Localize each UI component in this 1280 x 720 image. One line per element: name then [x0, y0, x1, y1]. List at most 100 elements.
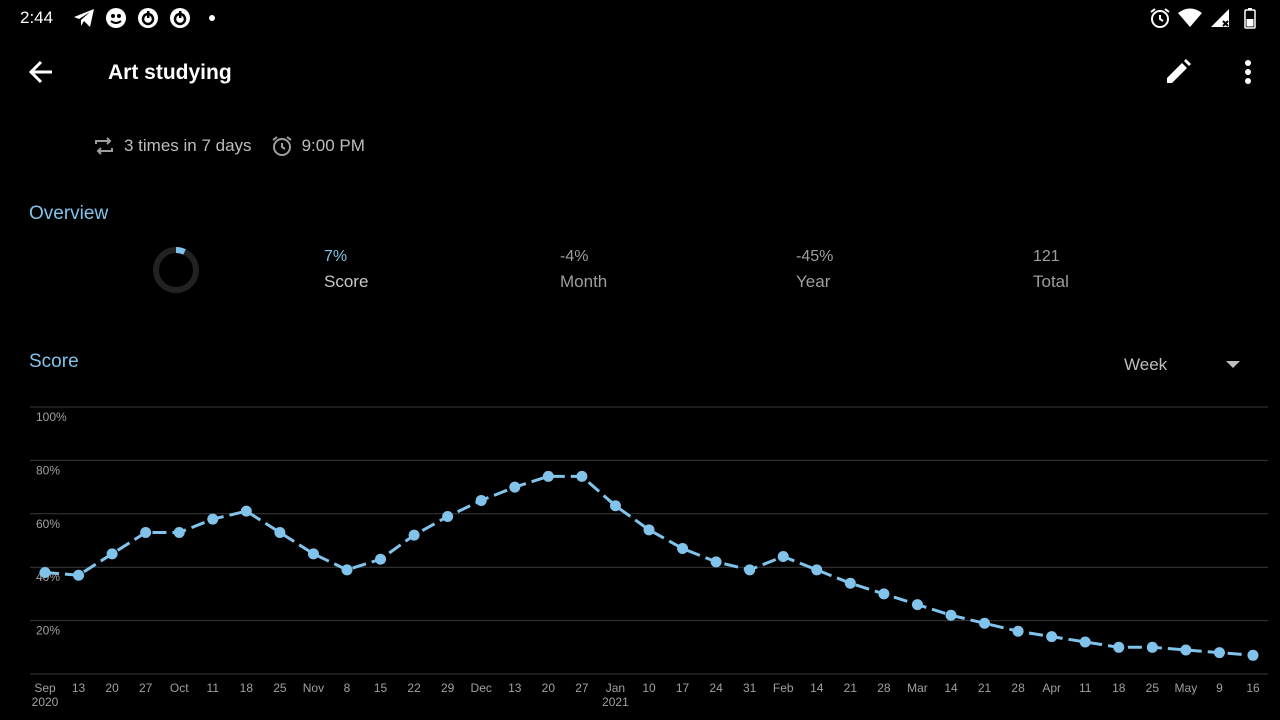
- score-heading: Score: [29, 351, 79, 372]
- x-tick-label: 15: [374, 681, 388, 695]
- x-tick-label: Mar: [907, 681, 928, 695]
- data-point: [744, 564, 756, 576]
- y-tick-label: 20%: [36, 624, 60, 638]
- x-tick-label: Sep: [34, 681, 56, 695]
- data-point: [1180, 644, 1192, 656]
- data-point: [609, 500, 621, 512]
- data-point: [341, 564, 353, 576]
- page-title: Art studying: [108, 61, 232, 84]
- stat-value: -4%: [560, 248, 589, 265]
- data-point: [542, 470, 554, 482]
- app-icon: [104, 7, 128, 29]
- pencil-icon: [1167, 59, 1191, 83]
- data-point: [844, 577, 856, 589]
- data-point: [274, 526, 286, 538]
- x-tick-label: 8: [344, 681, 351, 695]
- alarm-clock-icon: [270, 134, 294, 158]
- x-tick-label: 25: [1146, 681, 1160, 695]
- x-year-label: 2021: [602, 695, 629, 709]
- repeat-icon: [92, 134, 116, 158]
- stat-label: Month: [560, 272, 608, 291]
- data-point: [811, 564, 823, 576]
- x-tick-label: 25: [273, 681, 287, 695]
- data-point: [475, 494, 487, 506]
- score-ring-progress: [153, 247, 199, 293]
- dot-icon: [200, 7, 224, 29]
- data-point: [509, 481, 521, 493]
- data-point: [979, 617, 991, 629]
- stat-total: 121 Total: [1033, 248, 1069, 292]
- y-tick-label: 80%: [36, 463, 60, 477]
- data-point: [643, 524, 655, 536]
- data-point: [777, 551, 789, 563]
- ring-app-icon: [168, 7, 192, 29]
- data-point: [207, 513, 219, 525]
- data-point: [173, 526, 185, 538]
- stat-label: Year: [796, 272, 831, 291]
- data-point: [911, 599, 923, 611]
- x-tick-label: Apr: [1042, 681, 1061, 695]
- x-tick-label: 18: [1112, 681, 1126, 695]
- status-bar: 2:44: [0, 0, 1280, 36]
- alarm-icon: [1148, 7, 1172, 29]
- x-tick-label: 11: [207, 681, 220, 695]
- y-tick-label: 100%: [36, 410, 67, 424]
- data-point: [73, 569, 85, 581]
- data-point: [442, 510, 454, 522]
- stat-score: 7% Score: [324, 248, 368, 292]
- arrow-back-icon: [28, 60, 52, 84]
- x-tick-label: Dec: [471, 681, 492, 695]
- x-tick-label: 21: [844, 681, 858, 695]
- data-point: [106, 548, 118, 560]
- x-tick-label: 9: [1216, 681, 1223, 695]
- signal-icon: [1208, 7, 1232, 29]
- data-point: [710, 556, 722, 568]
- habit-info-row: 3 times in 7 days 9:00 PM: [92, 132, 383, 160]
- x-tick-label: 11: [1079, 681, 1092, 695]
- data-point: [945, 609, 957, 621]
- stat-year: -45% Year: [796, 248, 833, 292]
- stat-value: -45%: [796, 248, 834, 265]
- x-tick-label: 20: [542, 681, 556, 695]
- period-selected: Week: [1124, 355, 1168, 374]
- edit-button[interactable]: [1162, 56, 1194, 88]
- x-tick-label: 18: [240, 681, 254, 695]
- x-tick-label: 29: [441, 681, 455, 695]
- back-button[interactable]: [26, 56, 58, 88]
- frequency-text: 3 times in 7 days: [124, 136, 252, 155]
- status-time: 2:44: [20, 8, 54, 27]
- reminder-time: 9:00 PM: [301, 136, 365, 155]
- app-bar: Art studying: [0, 40, 1280, 104]
- x-tick-label: 17: [676, 681, 690, 695]
- data-point: [1012, 625, 1024, 637]
- data-point: [677, 543, 689, 555]
- data-point: [240, 505, 252, 517]
- x-tick-label: Oct: [170, 681, 189, 695]
- data-point: [1247, 649, 1259, 661]
- x-tick-label: 16: [1246, 681, 1260, 695]
- score-ring: [153, 247, 199, 293]
- chevron-down-icon: [1226, 361, 1240, 368]
- stat-month: -4% Month: [560, 248, 607, 292]
- more-options-button[interactable]: [1236, 56, 1260, 88]
- x-tick-label: 27: [139, 681, 153, 695]
- x-tick-label: 20: [105, 681, 119, 695]
- x-tick-label: 13: [72, 681, 86, 695]
- x-tick-label: 31: [743, 681, 757, 695]
- data-point: [1146, 641, 1158, 653]
- x-tick-label: Jan: [606, 681, 625, 695]
- wifi-icon: [1178, 7, 1202, 29]
- data-point: [1213, 647, 1225, 659]
- x-tick-label: Feb: [773, 681, 794, 695]
- data-point: [1079, 636, 1091, 648]
- more-vert-icon: [1245, 60, 1251, 84]
- data-point: [1046, 631, 1058, 643]
- period-dropdown[interactable]: Week: [1124, 352, 1254, 378]
- x-tick-label: 27: [575, 681, 589, 695]
- data-point: [1113, 641, 1125, 653]
- x-tick-label: 24: [709, 681, 723, 695]
- x-tick-label: 21: [978, 681, 992, 695]
- data-point: [140, 526, 152, 538]
- x-tick-label: 14: [810, 681, 824, 695]
